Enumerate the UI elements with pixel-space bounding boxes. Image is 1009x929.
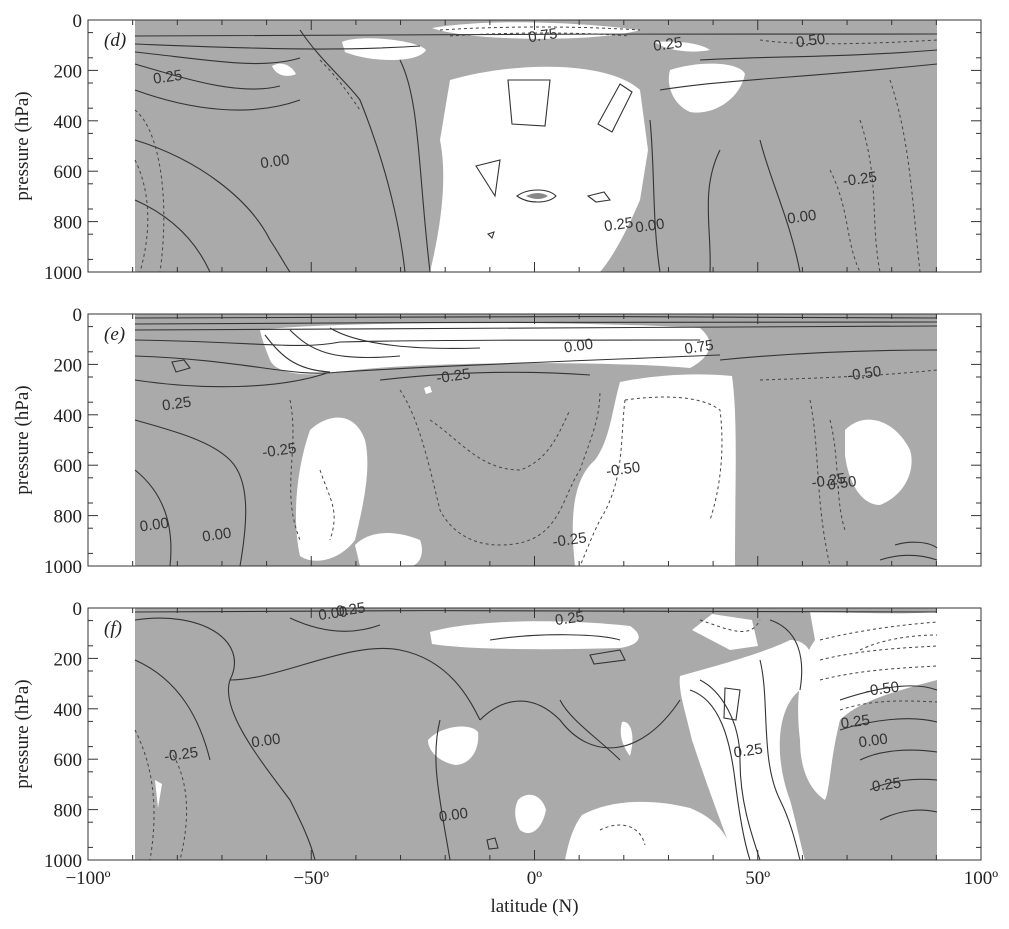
y-tick-label: 600 <box>54 456 83 477</box>
contour-label: -0.25 <box>551 529 587 551</box>
x-tick-label: −100º <box>65 868 110 889</box>
contour-label: -0.25 <box>163 744 199 766</box>
contour-label: 0.25 <box>554 608 585 629</box>
y-tick-label: 0 <box>73 599 83 620</box>
contour-label: 0.00 <box>858 730 889 751</box>
x-tick-label: 50º <box>745 868 770 889</box>
contour-label: -0.50 <box>864 678 900 700</box>
contour-label: -0.25 <box>261 440 297 462</box>
contour-label: 0.00 <box>634 216 665 237</box>
contour-label: 0.25 <box>161 394 192 415</box>
contour-label: 0.00 <box>201 525 232 546</box>
x-tick-label: −50º <box>293 868 329 889</box>
contour-label: 0.00 <box>259 151 290 172</box>
y-axis-title: pressure (hPa) <box>12 679 33 788</box>
contour-label: 0.50 <box>826 473 857 494</box>
contour-label: 0.00 <box>139 515 170 536</box>
y-tick-label: 200 <box>54 649 83 670</box>
y-tick-label: 800 <box>54 801 83 822</box>
y-tick-label: 1000 <box>44 263 82 284</box>
contour-label: 0.25 <box>152 67 183 88</box>
contour-label: 0.75 <box>527 25 558 46</box>
y-tick-label: 0 <box>73 11 83 32</box>
contour-label: 0.25 <box>652 34 683 55</box>
contour-label: -0.50 <box>605 459 641 481</box>
panel-label: (d) <box>104 30 126 51</box>
y-tick-label: 400 <box>54 112 83 133</box>
contour-label: 0.00 <box>563 336 594 357</box>
x-axis-title: latitude (N) <box>490 896 578 917</box>
contour-field <box>134 608 938 860</box>
y-tick-label: 200 <box>54 355 83 376</box>
contour-label: -0.50 <box>846 363 882 385</box>
contour-label: -0.25 <box>842 169 878 191</box>
y-tick-label: 400 <box>54 406 83 427</box>
y-tick-label: 400 <box>54 700 83 721</box>
contour-label: 0.25 <box>603 214 634 235</box>
contour-label: -0.25 <box>810 470 846 492</box>
panel-label: (e) <box>104 324 125 345</box>
panel-d: (d) <box>87 19 982 273</box>
y-tick-label: 600 <box>54 750 83 771</box>
y-axis-title: pressure (hPa) <box>12 91 33 200</box>
contour-label: 0.25 <box>840 712 871 733</box>
contour-label: 0.00 <box>317 603 348 624</box>
contour-label: 0.50 <box>795 30 826 51</box>
y-tick-label: 0 <box>73 305 83 326</box>
panel-label: (f) <box>104 618 122 639</box>
contour-label: 0.25 <box>871 775 902 796</box>
y-axis-title: pressure (hPa) <box>12 385 33 494</box>
y-tick-label: 1000 <box>44 851 82 872</box>
contour-label: 0.25 <box>733 741 764 762</box>
y-tick-label: 600 <box>54 162 83 183</box>
y-tick-label: 800 <box>54 213 83 234</box>
contour-label: 0.00 <box>786 207 817 228</box>
y-tick-label: 1000 <box>44 557 82 578</box>
contour-label: 0.25 <box>335 599 366 620</box>
contour-field <box>134 314 938 566</box>
x-tick-label: 0º <box>527 868 543 889</box>
panel-e: (e) <box>87 313 982 567</box>
y-tick-label: 800 <box>54 507 83 528</box>
contour-label: -0.25 <box>435 366 471 388</box>
contour-label: 0.00 <box>250 730 281 751</box>
contour-field <box>134 20 938 272</box>
y-tick-label: 200 <box>54 61 83 82</box>
panel-f: (f) <box>87 607 982 861</box>
contour-label: 0.75 <box>683 337 714 358</box>
contour-label: 0.00 <box>438 805 469 826</box>
x-tick-label: 100º <box>964 868 999 889</box>
